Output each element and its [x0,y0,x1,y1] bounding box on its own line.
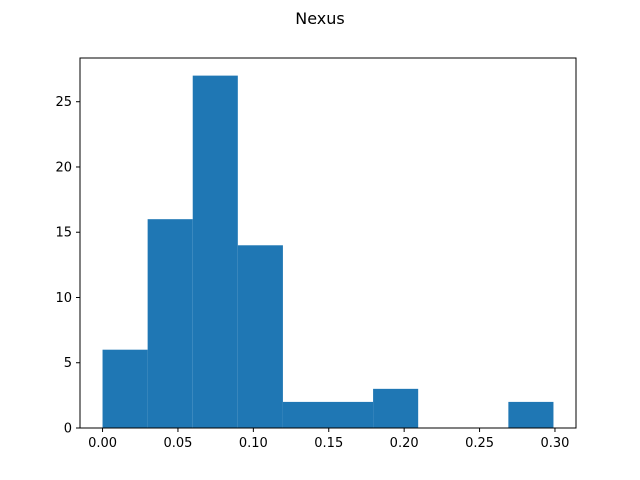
x-tick-label: 0.30 [540,436,569,451]
y-tick-label: 0 [64,422,72,437]
y-axis: 0 5 10 15 20 25 [55,95,80,437]
y-tick-label: 25 [55,95,72,110]
x-tick-label: 0.10 [239,436,268,451]
histogram-bar [102,349,148,428]
bars-group [102,75,554,428]
histogram-bar [373,388,419,428]
x-tick-label: 0.05 [163,436,192,451]
histogram-bar [192,75,238,428]
histogram-bar [147,219,193,428]
x-tick-label: 0.20 [390,436,419,451]
x-tick-label: 0.15 [314,436,343,451]
histogram-bar [237,245,283,428]
x-tick-label: 0.25 [465,436,494,451]
chart-title: Nexus [295,9,344,28]
y-tick-label: 15 [55,226,72,241]
x-axis: 0.00 0.05 0.10 0.15 0.20 0.25 0.30 [88,428,569,451]
plot-frame [79,57,577,429]
x-tick-label: 0.00 [88,436,117,451]
histogram-bar [328,401,374,428]
y-tick-label: 20 [55,160,72,175]
y-tick-label: 10 [55,291,72,306]
histogram-bar [282,401,328,428]
histogram-bar [508,401,554,428]
y-tick-label: 5 [64,356,72,371]
